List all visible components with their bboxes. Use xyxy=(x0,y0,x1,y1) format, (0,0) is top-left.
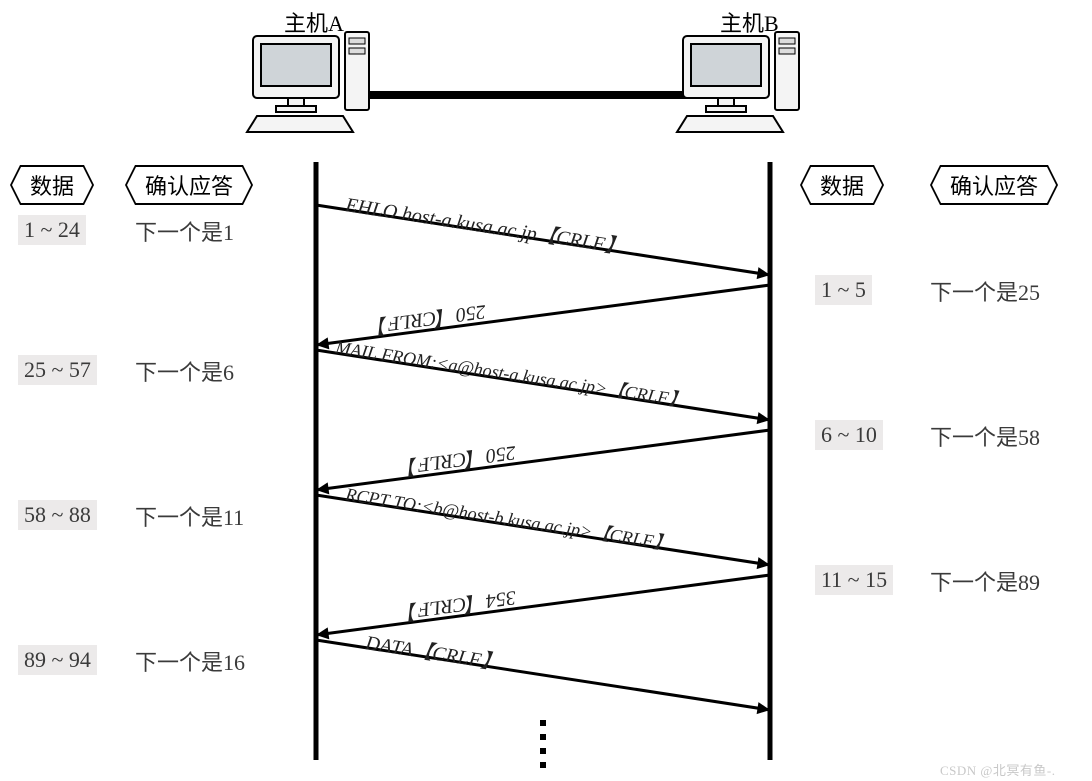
right-data-cell: 11 ~ 15 xyxy=(815,565,893,595)
right-data-cell: 6 ~ 10 xyxy=(815,420,883,450)
right-data-cell: 1 ~ 5 xyxy=(815,275,872,305)
left-ack-cell: 下一个是11 xyxy=(135,500,244,532)
left-ack-cell: 下一个是6 xyxy=(135,355,234,387)
left-data-cell: 1 ~ 24 xyxy=(18,215,86,245)
left-ack-cell: 下一个是1 xyxy=(135,215,234,247)
right-ack-cell: 下一个是58 xyxy=(930,420,1040,452)
right-ack-cell: 下一个是89 xyxy=(930,565,1040,597)
left-data-cell: 58 ~ 88 xyxy=(18,500,97,530)
left-ack-cell: 下一个是16 xyxy=(135,645,245,677)
left-data-cell: 89 ~ 94 xyxy=(18,645,97,675)
left-data-cell: 25 ~ 57 xyxy=(18,355,97,385)
right-ack-cell: 下一个是25 xyxy=(930,275,1040,307)
watermark-text: CSDN @北冥有鱼-. xyxy=(940,760,1055,779)
